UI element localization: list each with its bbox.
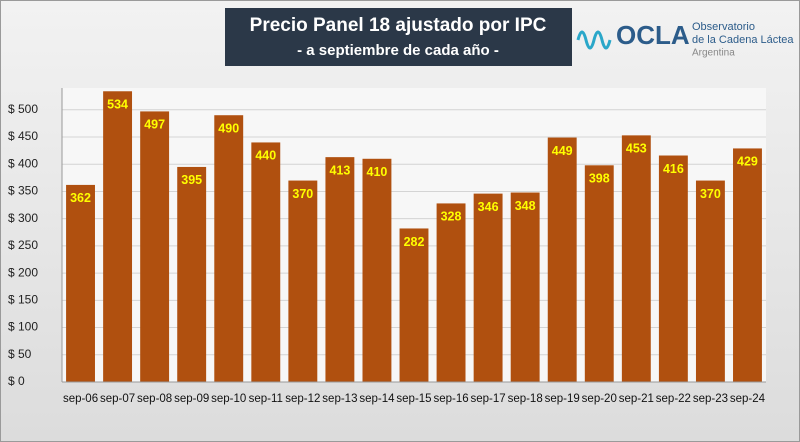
value-label: 346 [478,200,499,214]
y-tick-label: $ 100 [8,320,38,334]
value-label: 282 [404,235,425,249]
logo-text: Observatorio [692,21,755,33]
bar [325,157,355,382]
x-tick-label: sep-17 [471,393,506,405]
bar [658,155,688,382]
value-label: 429 [737,155,758,169]
x-tick-label: sep-11 [249,393,283,405]
logo-text: de la Cadena Láctea [692,34,794,46]
x-tick-label: sep-19 [545,393,580,405]
bar [621,135,651,382]
x-tick-label: sep-08 [137,393,172,405]
x-tick-label: sep-15 [396,393,431,405]
x-tick-label: sep-16 [433,393,468,405]
y-tick-label: $ 0 [8,374,25,388]
value-label: 413 [329,163,350,177]
bar [547,137,577,382]
y-tick-label: $ 200 [8,265,38,279]
bar [510,192,540,382]
value-label: 410 [367,165,388,179]
bar [288,180,318,382]
value-label: 328 [441,210,462,224]
bar [584,165,614,382]
value-label: 348 [515,199,536,213]
value-label: 440 [255,149,276,163]
y-tick-label: $ 150 [8,293,38,307]
bar [436,203,466,382]
bar [695,180,725,382]
y-tick-label: $ 250 [8,238,38,252]
logo-icon [576,30,612,50]
logo-name: OCLA [616,20,690,50]
x-tick-label: sep-23 [693,393,728,405]
x-tick-label: sep-14 [359,393,395,405]
x-tick-label: sep-10 [211,393,246,405]
bar [103,91,133,383]
bar [473,193,503,382]
bar [362,158,392,382]
chart-title: Precio Panel 18 ajustado por IPC [250,15,547,36]
value-label: 370 [700,187,721,201]
x-tick-label: sep-13 [322,393,357,405]
value-label: 534 [107,98,128,112]
x-tick-label: sep-09 [174,393,209,405]
x-tick-label: sep-07 [100,393,135,405]
value-label: 398 [589,172,610,186]
bar [140,111,170,383]
bar [251,142,281,382]
value-label: 416 [663,162,684,176]
value-label: 497 [144,118,165,132]
bar [733,148,762,382]
value-label: 370 [292,187,313,201]
x-tick-label: sep-20 [582,393,617,405]
chart-subtitle: - a septiembre de cada año - [297,42,499,59]
x-tick-label: sep-12 [285,393,320,405]
y-tick-label: $ 350 [8,184,38,198]
value-label: 362 [70,191,91,205]
bar [399,228,429,382]
value-label: 449 [552,144,573,158]
x-tick-label: sep-18 [508,393,543,405]
bar [66,184,95,382]
value-label: 490 [218,122,239,136]
x-tick-label: sep-22 [656,393,691,405]
y-tick-label: $ 50 [8,347,32,361]
bar [177,166,207,382]
x-tick-label: sep-24 [730,393,766,405]
title-box [225,8,572,66]
y-tick-label: $ 300 [8,211,38,225]
bar [214,115,244,382]
x-tick-label: sep-21 [619,393,654,405]
value-label: 395 [181,173,202,187]
logo-text: Argentina [692,48,735,59]
y-tick-label: $ 400 [8,156,38,170]
value-label: 453 [626,142,647,156]
y-tick-label: $ 500 [8,102,38,116]
x-tick-label: sep-06 [63,393,98,405]
y-tick-label: $ 450 [8,129,38,143]
